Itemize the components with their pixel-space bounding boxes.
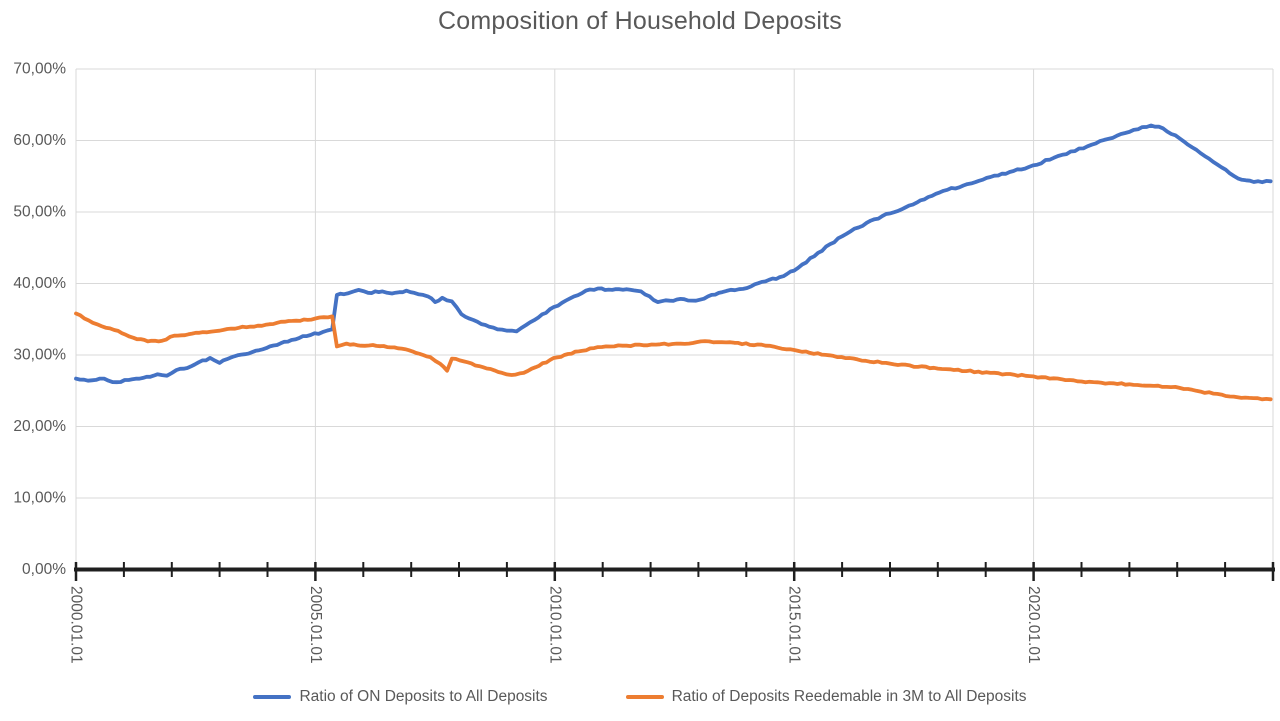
series-line-3m-deposits (74, 311, 1273, 402)
x-axis-label-2010: 2010.01.01 (546, 586, 563, 664)
legend-label-on-deposits: Ratio of ON Deposits to All Deposits (299, 688, 548, 705)
legend-label-3m-deposits: Ratio of Deposits Reedemable in 3M to Al… (671, 688, 1027, 705)
y-axis-label-40: 40,00% (13, 275, 66, 292)
legend-line-sample-orange (625, 694, 664, 700)
y-axis-label-50: 50,00% (13, 204, 66, 221)
y-axis-label-0: 0,00% (22, 561, 66, 578)
chart-title: Composition of Household Deposits (437, 7, 843, 35)
x-axis-label-2015: 2015.01.01 (786, 586, 803, 664)
legend-line-sample-blue (253, 694, 292, 700)
x-axis-label-2000: 2000.01.01 (68, 586, 85, 664)
x-axis-label-2005: 2005.01.01 (307, 586, 324, 664)
legend-item-on-deposits: Ratio of ON Deposits to All Deposits (253, 688, 548, 706)
x-axis-label-2020: 2020.01.01 (1025, 586, 1042, 664)
y-axis-label-70: 70,00% (13, 61, 66, 78)
y-axis-label-10: 10,00% (13, 490, 66, 507)
y-axis-label-60: 60,00% (13, 132, 66, 149)
series-line-on-deposits (74, 123, 1273, 385)
legend-item-3m-deposits: Ratio of Deposits Reedemable in 3M to Al… (625, 688, 1027, 706)
y-axis-label-20: 20,00% (13, 418, 66, 435)
y-axis-label-30: 30,00% (13, 347, 66, 364)
legend: Ratio of ON Deposits to All Deposits Rat… (0, 688, 1280, 706)
